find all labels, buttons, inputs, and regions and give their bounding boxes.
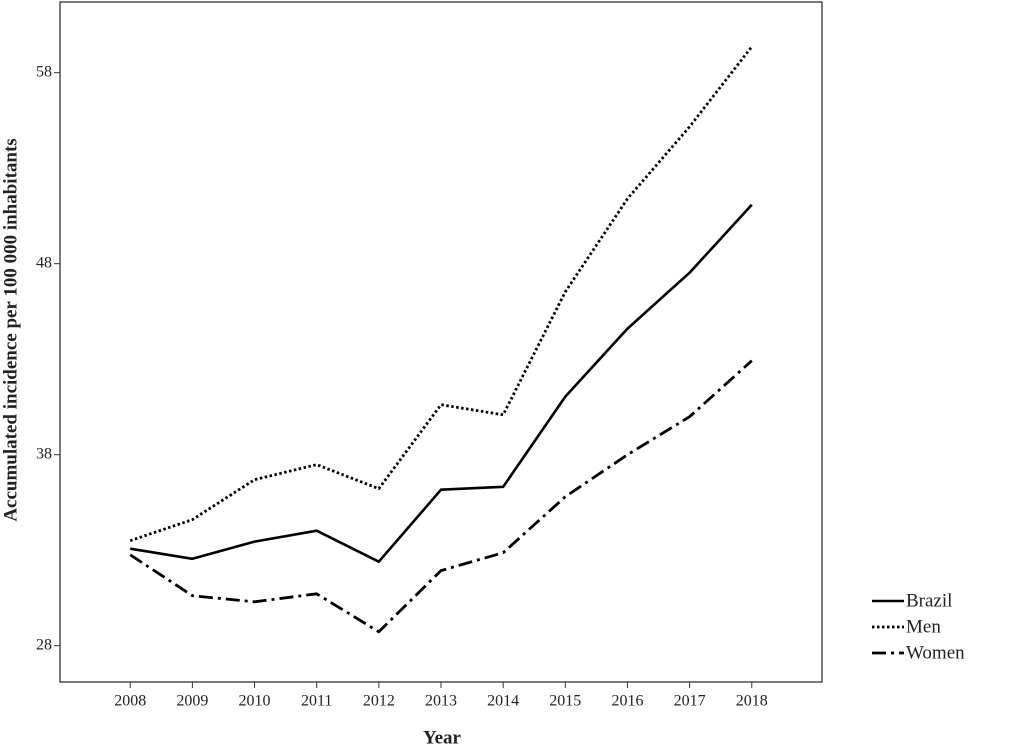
y-tick-label: 28 bbox=[36, 636, 52, 653]
x-tick-label: 2008 bbox=[114, 693, 146, 710]
x-tick-label: 2009 bbox=[176, 693, 208, 710]
legend-label: Brazil bbox=[906, 590, 952, 611]
y-tick-label: 38 bbox=[36, 445, 52, 462]
x-tick-label: 2015 bbox=[549, 693, 581, 710]
x-tick-label: 2012 bbox=[363, 693, 395, 710]
legend-label: Women bbox=[906, 642, 965, 663]
x-tick-label: 2018 bbox=[736, 693, 768, 710]
data-line bbox=[129, 45, 753, 543]
x-axis-title: Year bbox=[423, 727, 462, 748]
x-tick-label: 2016 bbox=[611, 693, 643, 710]
y-axis-title: Accumulated incidence per 100 000 inhabi… bbox=[0, 138, 21, 521]
data-line bbox=[129, 359, 753, 634]
legend-label: Men bbox=[906, 616, 941, 637]
x-tick-label: 2013 bbox=[425, 693, 457, 710]
y-tick-label: 48 bbox=[36, 254, 52, 271]
x-tick-label: 2017 bbox=[674, 693, 706, 710]
x-tick-label: 2014 bbox=[487, 693, 519, 710]
y-tick-label: 58 bbox=[36, 63, 52, 80]
x-tick-label: 2011 bbox=[301, 693, 332, 710]
data-line bbox=[129, 203, 753, 563]
x-tick-label: 2010 bbox=[239, 693, 271, 710]
